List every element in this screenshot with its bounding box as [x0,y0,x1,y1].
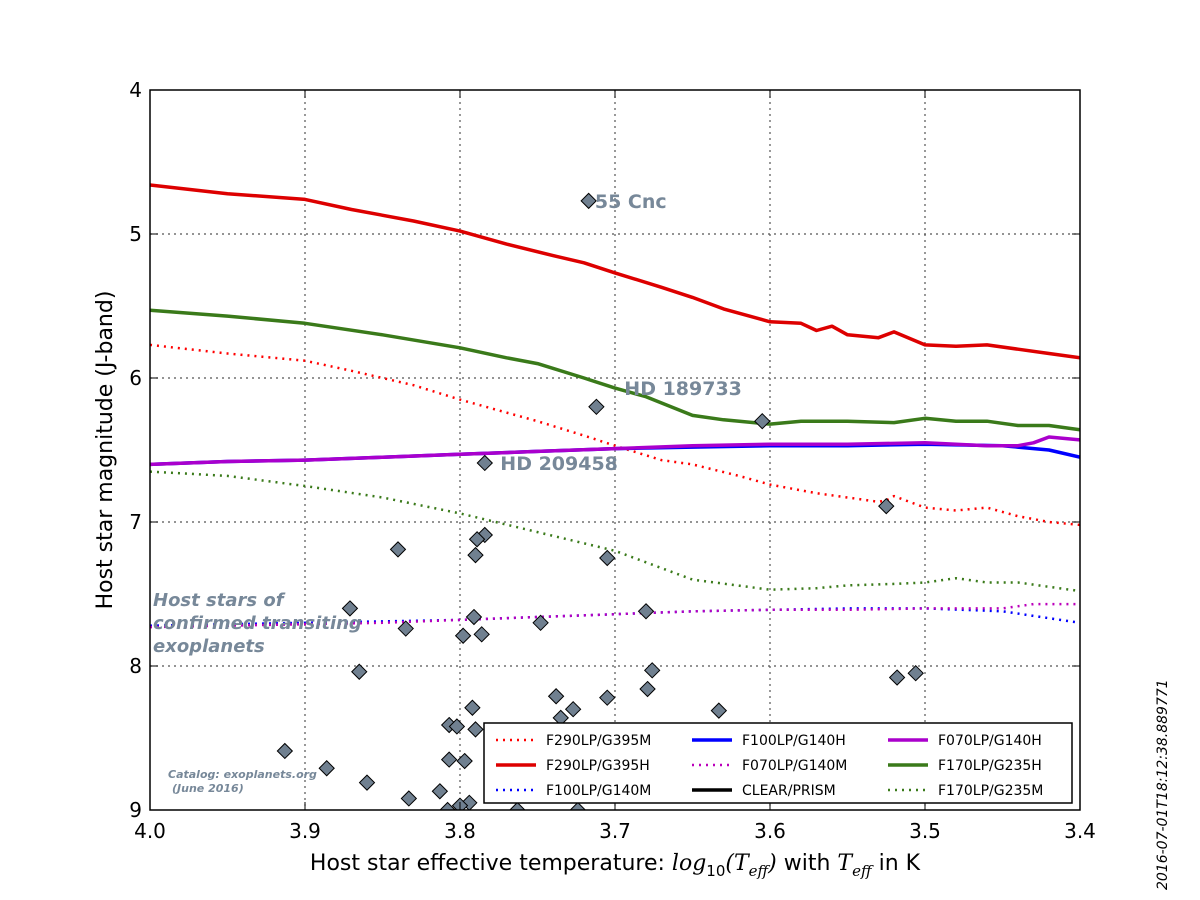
series-lines [150,183,1080,629]
x-axis-label-math-t: (T [725,851,751,876]
x-tick-label: 3.8 [444,819,476,843]
x-tick-label: 3.5 [909,819,941,843]
series-line-f170lp-g235h [150,308,1080,432]
x-tick-label: 4.0 [134,819,166,843]
scatter-point [431,783,449,800]
scatter-point [580,192,597,210]
scatter-point [710,702,728,719]
x-axis-label-mid: with [777,851,838,876]
scatter-point [358,774,376,791]
y-tick-label: 9 [129,798,142,822]
scatter-point [439,801,456,810]
scatter-point [878,497,895,515]
series-line-f290lp-g395m [150,343,1080,527]
scatter-point [564,700,582,718]
catalog-line-2: (June 2016) [172,782,244,795]
scatter-point [454,627,472,644]
scatter-point [476,454,494,472]
annotation-label: HD 189733 [624,378,742,400]
axis-ticks: 4.0 3.9 3.8 3.7 3.6 3.5 3.4 4 5 6 7 8 9 [129,78,1096,843]
scatter-points [276,192,924,810]
scatter-point [440,751,458,768]
scatter-point [532,614,549,632]
x-axis-label-sub-eff2: eff [852,862,874,880]
scatter-point [448,718,466,735]
side-note-line-1: Host stars of [153,590,286,611]
legend-label: F070LP/G140H [938,733,1042,749]
y-tick-label: 8 [129,654,142,678]
annotation-label: HD 209458 [500,453,618,475]
scatter-point [276,742,294,760]
legend-label: F100LP/G140M [546,783,651,799]
catalog-note: Catalog: exoplanets.org (June 2016) [168,768,317,795]
scatter-point [907,664,924,682]
scatter-point [456,752,473,770]
legend-label: F290LP/G395M [546,733,651,749]
legend-label: F170LP/G235M [938,783,1043,799]
x-tick-label: 3.7 [599,819,631,843]
scatter-point [397,620,414,637]
x-axis-label-math-log: log [672,851,706,876]
legend-label: F290LP/G395H [546,758,650,774]
y-axis-label: Host star magnitude (J-band) [93,291,118,610]
x-axis-label-math-close: ) [767,851,777,876]
side-note-line-3: exoplanets [153,636,265,657]
scatter-point [547,688,565,705]
scatter-point [599,689,616,706]
x-axis-label-sub-eff: eff [749,862,771,880]
scatter-point [888,669,906,686]
grid-lines [150,90,1080,810]
x-axis-label-suffix: in K [872,851,921,876]
scatter-point [467,546,484,564]
scatter-point [389,541,407,558]
y-tick-label: 4 [129,78,142,102]
scatter-point [639,680,656,698]
scatter-point [464,699,481,716]
y-tick-label: 5 [129,222,142,246]
x-tick-label: 3.4 [1064,819,1096,843]
y-tick-label: 7 [129,510,142,534]
legend: F290LP/G395M F290LP/G395H F100LP/G140M F100… [483,722,1073,804]
scatter-point [465,608,483,626]
scatter-point [341,600,359,617]
annotation-label: 55 Cnc [595,191,667,213]
scatter-point [637,603,655,620]
scatter-point [569,801,587,810]
x-tick-label: 3.6 [754,819,786,843]
scatter-point [754,412,771,430]
scatter-point [509,801,526,810]
side-note-line-2: confirmed transiting [153,613,362,634]
timestamp: 2016-07-01T18:12:38.889771 [1155,679,1171,890]
side-note: Host stars of confirmed transiting exopl… [153,590,362,657]
legend-label: F070LP/G140M [742,758,847,774]
series-line-f290lp-g395h [150,183,1080,360]
x-axis-label-sub-10: 10 [706,862,725,880]
series-line-f170lp-g235m [150,470,1080,593]
scatter-point [467,721,484,738]
series-line-f100lp-g140m [150,607,1080,627]
legend-box [483,722,1073,804]
legend-label: F170LP/G235H [938,758,1042,774]
annotations: 55 Cnc HD 189733 HD 209458 [500,191,742,475]
scatter-point [318,760,335,777]
x-axis-label: Host star effective temperature: log10(T… [310,851,921,880]
scatter-point [643,662,661,679]
series-line-f070lp-g140h [150,435,1080,467]
legend-label: F100LP/G140H [742,733,846,749]
scatter-point [468,531,486,548]
scatter-point [351,663,368,680]
catalog-line-1: Catalog: exoplanets.org [168,768,317,781]
scatter-point [588,398,605,416]
x-tick-label: 3.9 [289,819,321,843]
scatter-point [473,626,490,643]
y-tick-label: 6 [129,366,142,390]
x-axis-label-prefix: Host star effective temperature: [310,851,672,876]
scatter-point [400,790,418,807]
x-axis-label-math-teff: T [837,851,854,876]
legend-label: CLEAR/PRISM [742,783,836,799]
scatter-point [599,549,616,567]
